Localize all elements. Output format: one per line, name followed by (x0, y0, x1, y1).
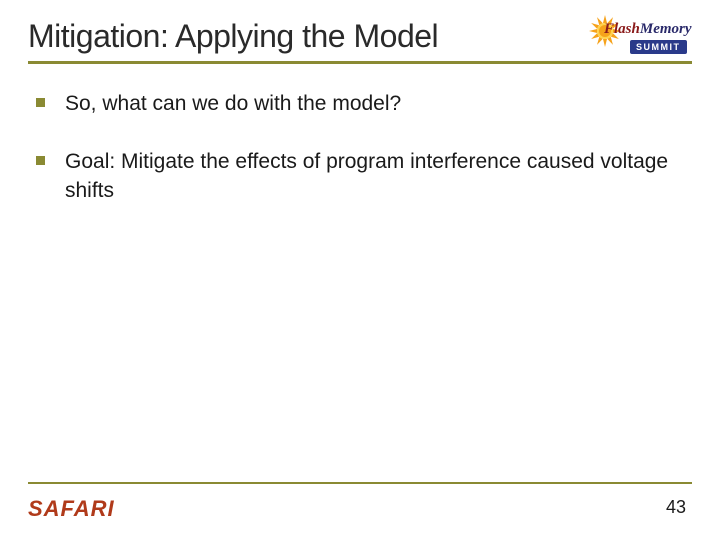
bullet-square-icon (36, 156, 45, 165)
bullet-text: So, what can we do with the model? (65, 90, 401, 118)
footer-underline (28, 482, 692, 484)
logo-summit-badge: SUMMIT (630, 40, 687, 54)
logo-memory-word: Memory (640, 21, 692, 37)
bullet-square-icon (36, 98, 45, 107)
bullet-item: So, what can we do with the model? (36, 90, 672, 118)
page-number: 43 (666, 497, 686, 518)
content-area: So, what can we do with the model? Goal:… (28, 90, 692, 205)
slide-title: Mitigation: Applying the Model (28, 18, 438, 55)
logo-flash-word: Flash (604, 21, 640, 37)
bullet-text: Goal: Mitigate the effects of program in… (65, 148, 672, 205)
bullet-item: Goal: Mitigate the effects of program in… (36, 148, 672, 205)
slide-container: Mitigation: Applying the Model (0, 0, 720, 540)
flash-memory-summit-logo: FlashMemory SUMMIT (586, 10, 696, 72)
flash-memory-text: FlashMemory (604, 20, 692, 38)
safari-logo: SAFARI (28, 496, 115, 522)
